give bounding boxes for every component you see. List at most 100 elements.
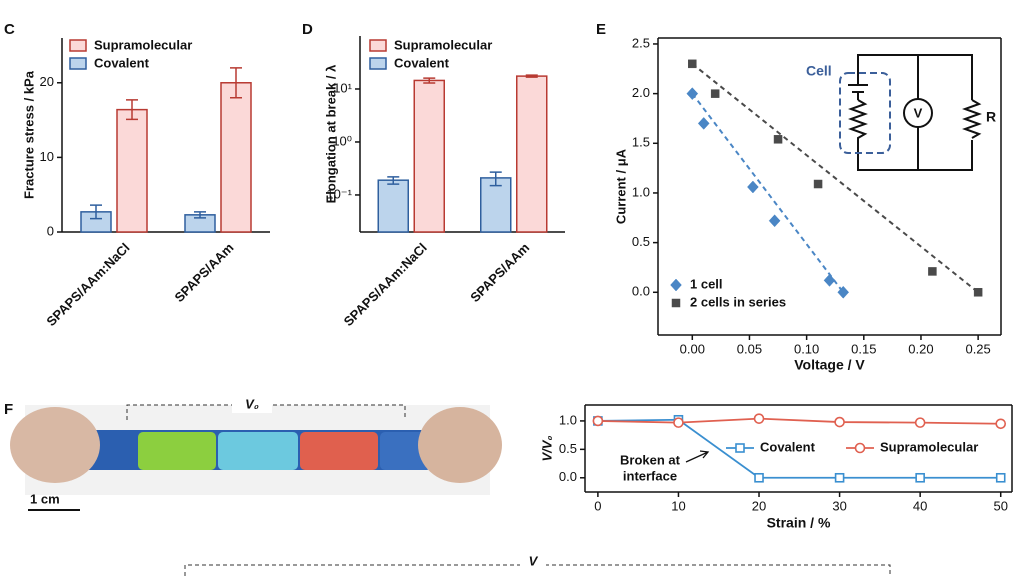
point (754, 472, 764, 483)
x-tick-label: 10 (671, 498, 685, 513)
legend-label: 2 cells in series (690, 294, 786, 309)
point (773, 135, 783, 144)
bar (377, 179, 409, 233)
point (914, 417, 926, 428)
legend-label: Supramolecular (94, 37, 192, 52)
point (592, 415, 604, 427)
legend-label: Covalent (94, 55, 150, 70)
point (710, 89, 720, 98)
y-tick-label: 2.5 (632, 35, 650, 50)
legend-label: Covalent (394, 55, 450, 70)
x-axis-label: Voltage / V (794, 357, 865, 373)
point (823, 273, 836, 287)
point (973, 288, 983, 297)
y-tick-label: 2.0 (632, 85, 650, 100)
y-tick-label: 0.0 (559, 469, 577, 484)
line (597, 417, 1001, 425)
y-tick-label: 10¹ (333, 80, 352, 95)
x-tick-label: 0.10 (794, 341, 819, 356)
label-bg (232, 397, 272, 413)
point (686, 87, 699, 100)
point (670, 278, 682, 292)
x-tick-label: 0.15 (851, 341, 876, 356)
y-axis-label: Fracture stress / kPa (21, 70, 36, 199)
point (768, 214, 781, 228)
photo (10, 404, 891, 576)
point (671, 298, 681, 308)
point (747, 180, 759, 194)
error-bar (489, 171, 502, 187)
y-tick-label: 1.0 (632, 184, 650, 199)
point (995, 418, 1007, 430)
fit-line (691, 63, 979, 294)
span-label: V₀ (245, 396, 259, 411)
x-tick-label: 0 (594, 498, 601, 513)
fit-line (691, 93, 845, 293)
y-tick-label: 0.5 (559, 441, 577, 456)
legend-label: Supramolecular (880, 439, 978, 454)
annotation: Broken at (620, 452, 681, 467)
bar (116, 108, 148, 233)
legend-swatch (69, 39, 87, 52)
y-axis-label: Current / μA (613, 148, 628, 224)
y-axis-label: V/V₀ (539, 435, 554, 461)
y-tick-label: 10 (40, 149, 54, 164)
error-bar (525, 74, 538, 78)
panel-label: F (4, 401, 13, 418)
x-tick-label: SPAPS/AAm:NaCl (341, 240, 430, 329)
point (834, 472, 845, 483)
error-bar (230, 67, 242, 99)
error-bar (90, 204, 102, 220)
point (813, 179, 823, 189)
span-label: V (529, 553, 539, 568)
error-bar (194, 211, 206, 219)
point (915, 472, 925, 483)
point (995, 472, 1006, 483)
x-tick-label: 0.05 (737, 341, 762, 356)
bar (413, 79, 445, 233)
bar (220, 82, 252, 233)
annotation-arrow (685, 450, 710, 463)
bar (480, 177, 512, 233)
y-tick-label: 10⁰ (332, 133, 352, 148)
inset-label: V (914, 105, 923, 120)
point (735, 443, 745, 453)
y-tick-label: 0.0 (632, 284, 650, 299)
panel-label: E (596, 21, 606, 38)
point (673, 417, 684, 428)
x-tick-label: 30 (832, 498, 846, 513)
legend-swatch (69, 57, 87, 70)
label-bg (520, 556, 546, 572)
x-tick-label: 0.00 (680, 341, 705, 356)
x-tick-label: 20 (752, 498, 766, 513)
x-tick-label: 0.25 (965, 341, 990, 356)
error-bar (423, 77, 436, 84)
x-tick-label: SPAPS/AAm (467, 240, 532, 305)
bar (516, 75, 548, 233)
y-tick-label: 0 (47, 223, 54, 238)
panel-label: D (302, 21, 313, 38)
panel-label: C (4, 21, 15, 38)
error-bar (387, 176, 400, 185)
y-tick-label: 1.0 (559, 412, 577, 427)
point (834, 416, 845, 428)
x-axis-label: Strain / % (767, 515, 831, 531)
point (854, 442, 866, 454)
y-tick-label: 10⁻¹ (326, 186, 352, 201)
legend-swatch (369, 39, 387, 52)
point (688, 59, 697, 69)
error-bar (126, 99, 138, 121)
x-tick-label: 50 (993, 498, 1007, 513)
x-tick-label: SPAPS/AAm (171, 240, 236, 305)
y-tick-label: 20 (40, 74, 54, 89)
scale-label: 1 cm (30, 491, 60, 506)
legend-label: 1 cell (690, 276, 723, 291)
circuit (839, 54, 982, 171)
annotation: interface (623, 468, 677, 483)
point (697, 117, 710, 130)
x-tick-label: SPAPS/AAm:NaCl (43, 240, 132, 329)
y-tick-label: 1.5 (632, 135, 650, 150)
point (753, 413, 765, 424)
inset-label: R (986, 109, 996, 125)
